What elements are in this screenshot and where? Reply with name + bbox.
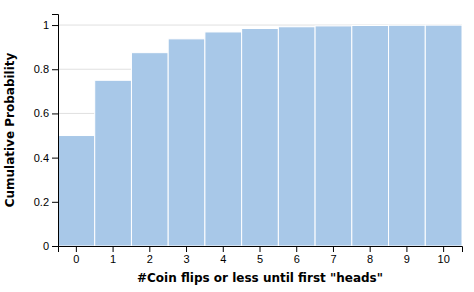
- y-axis: 0 0.2 0.4 0.6 0.8 1: [34, 15, 59, 253]
- y-tick-label: 0.2: [34, 196, 49, 208]
- bar: [168, 39, 205, 246]
- x-tick-label: 8: [367, 253, 373, 265]
- y-tick: 0: [43, 240, 58, 252]
- y-tick-mark: [52, 69, 58, 70]
- y-tick: 0.8: [34, 63, 58, 75]
- x-tick: 6: [294, 246, 300, 265]
- x-tick-label: 4: [220, 253, 226, 265]
- x-tick-mark: [113, 246, 114, 252]
- x-tick-mark: [333, 246, 334, 252]
- x-tick: 9: [404, 246, 410, 265]
- x-tick: 3: [183, 246, 189, 265]
- y-tick-mark: [52, 158, 58, 159]
- bar: [389, 25, 426, 246]
- x-tick-mark: [76, 246, 77, 252]
- x-tick: 10: [438, 246, 450, 265]
- y-tick-mark: [52, 246, 58, 247]
- y-tick-mark: [52, 25, 58, 26]
- x-tick-label: 10: [438, 253, 450, 265]
- x-tick-mark: [223, 246, 224, 252]
- y-tick-mark: [52, 113, 58, 114]
- x-tick-label: 0: [73, 253, 79, 265]
- grid: [58, 25, 462, 246]
- x-tick: 7: [330, 246, 336, 265]
- x-tick: 5: [257, 246, 263, 265]
- bar: [58, 136, 95, 246]
- x-tick-mark: [370, 246, 371, 252]
- x-tick: 4: [220, 246, 226, 265]
- x-tick-mark: [186, 246, 187, 252]
- x-tick: 1: [110, 246, 116, 265]
- y-axis-line: [52, 15, 59, 247]
- chart: 0 1 2 3 4 5 6 7 8 9 10 0 0.2 0.4 0.6 0.8 1 #Coin flips or…: [0, 0, 474, 292]
- x-tick-label: 9: [404, 253, 410, 265]
- x-tick-label: 1: [110, 253, 116, 265]
- bar: [131, 53, 168, 246]
- x-tick-mark: [406, 246, 407, 252]
- x-axis-title: #Coin flips or less until first "heads": [137, 271, 383, 285]
- y-axis-title: Cumulative Probability: [3, 52, 17, 207]
- x-tick-mark: [443, 246, 444, 252]
- bar: [352, 25, 389, 246]
- y-tick-mark: [52, 202, 58, 203]
- bars: [58, 25, 462, 246]
- x-tick: 2: [147, 246, 153, 265]
- y-tick-label: 0.4: [34, 152, 49, 164]
- y-tick: 1: [43, 19, 58, 31]
- y-tick: 0.2: [34, 196, 58, 208]
- x-tick: 0: [73, 246, 79, 265]
- plot: 0 1 2 3 4 5 6 7 8 9 10 0 0.2 0.4 0.6 0.8 1: [34, 15, 463, 265]
- x-axis-line: [59, 247, 463, 253]
- x-tick-mark: [149, 246, 150, 252]
- x-tick-label: 5: [257, 253, 263, 265]
- bar: [95, 80, 132, 246]
- y-tick: 0.4: [34, 152, 58, 164]
- y-tick-label: 1: [43, 19, 49, 31]
- x-tick-label: 7: [330, 253, 336, 265]
- bar: [278, 27, 315, 246]
- bar: [205, 32, 242, 246]
- y-tick: 0.6: [34, 107, 58, 119]
- y-tick-label: 0: [43, 240, 49, 252]
- x-tick-mark: [296, 246, 297, 252]
- bar: [425, 25, 462, 246]
- x-tick-mark: [260, 246, 261, 252]
- bar: [315, 26, 352, 246]
- y-tick-label: 0.8: [34, 63, 49, 75]
- x-tick-label: 3: [183, 253, 189, 265]
- y-tick-label: 0.6: [34, 107, 49, 119]
- bar: [242, 29, 279, 247]
- x-tick-label: 2: [147, 253, 153, 265]
- x-axis: 0 1 2 3 4 5 6 7 8 9 10: [59, 246, 463, 265]
- x-tick: 8: [367, 246, 373, 265]
- x-tick-label: 6: [294, 253, 300, 265]
